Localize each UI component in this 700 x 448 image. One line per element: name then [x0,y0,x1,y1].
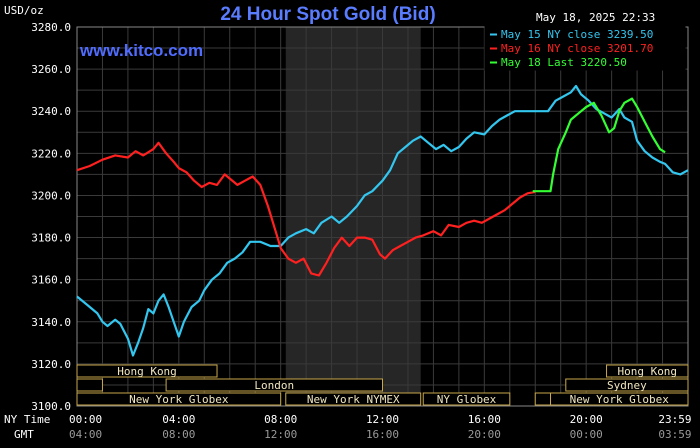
session-bar [285,392,422,406]
y-tick-label: 3280.0 [31,21,71,34]
plot-frame [76,26,689,407]
session-label: Hong Kong [117,365,177,378]
x-tick-label-ny: 12:00 [366,413,399,426]
legend-entry: May 15 NY close 3239.50 [501,28,653,41]
y-tick-label: 3140.0 [31,316,71,329]
session-label: New York Globex [570,393,670,406]
x-tick-label-gmt: 04:00 [69,428,102,441]
gmt-row-label: GMT [14,428,34,441]
session-label: Hong Kong [617,365,677,378]
y-tick-label: 3260.0 [31,63,71,76]
y-tick-label: 3180.0 [31,232,71,245]
session-bar [76,378,103,392]
grid-lines [76,26,689,407]
website-label[interactable]: www.kitco.com [79,41,203,60]
series-line-3 [532,97,666,193]
session-bar [606,364,689,378]
x-tick-label-gmt: 20:00 [468,428,501,441]
session-bar [534,392,552,406]
y-tick-label: 3200.0 [31,189,71,202]
y-axis-labels: 3100.0 3120.0 3140.0 3160.0 3180.0 3200.0 3220… [31,21,71,413]
x-tick-label-gmt: 12:00 [264,428,297,441]
series-line-1 [76,84,689,357]
session-label: New York NYMEX [307,393,400,406]
x-tick-label-ny: 08:00 [264,413,297,426]
session-bar [565,378,689,392]
chart-title: 24 Hour Spot Gold (Bid) [220,4,435,25]
x-axis-labels: 00:00 04:00 04:00 08:00 08:00 12:00 12:00 16:00… [69,413,691,441]
timestamp: May 18, 2025 22:33 [536,11,655,24]
session-label: Sydney [607,379,647,392]
legend-entry: May 18 Last 3220.50 [501,56,627,69]
legend-box [484,25,686,71]
x-tick-label-gmt: 08:00 [162,428,195,441]
x-tick-label-gmt: 00:00 [570,428,603,441]
y-tick-label: 3240.0 [31,105,71,118]
session-bar [422,392,511,406]
legend-entry: May 16 NY close 3201.70 [501,42,653,55]
ny-time-row-label: NY Time [4,413,50,426]
x-tick-label-ny: 00:00 [69,413,102,426]
x-tick-label-gmt: 03:59 [658,428,691,441]
x-tick-label-ny: 16:00 [468,413,501,426]
session-bar [76,392,282,406]
series-line-2 [76,141,536,277]
session-label: New York Globex [129,393,229,406]
price-series [76,84,689,357]
x-tick-label-ny: 20:00 [570,413,603,426]
y-tick-label: 3120.0 [31,358,71,371]
x-tick-label-ny: 23:59 [658,413,691,426]
x-tick-label-gmt: 16:00 [366,428,399,441]
session-label: London [254,379,294,392]
session-bar [550,392,689,406]
y-tick-label: 3100.0 [31,400,71,413]
y-tick-label: 3160.0 [31,274,71,287]
session-bar [165,378,383,392]
y-tick-label: 3220.0 [31,147,71,160]
session-label: NY Globex [437,393,497,406]
y-axis-unit: USD/oz [4,4,44,17]
session-bar [76,364,218,378]
x-tick-label-ny: 04:00 [162,413,195,426]
